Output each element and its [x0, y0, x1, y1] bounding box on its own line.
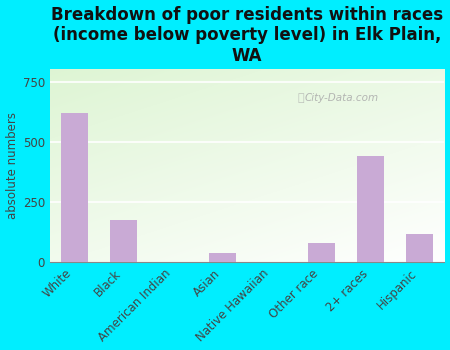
- Title: Breakdown of poor residents within races
(income below poverty level) in Elk Pla: Breakdown of poor residents within races…: [51, 6, 443, 65]
- Bar: [61, 113, 88, 262]
- Bar: [406, 234, 433, 262]
- Bar: [209, 252, 236, 262]
- Bar: [357, 156, 384, 262]
- Text: Ⓠ: Ⓠ: [297, 93, 304, 103]
- Bar: [307, 243, 335, 262]
- Y-axis label: absolute numbers: absolute numbers: [5, 112, 18, 219]
- Text: City-Data.com: City-Data.com: [305, 93, 379, 103]
- Bar: [110, 220, 137, 262]
